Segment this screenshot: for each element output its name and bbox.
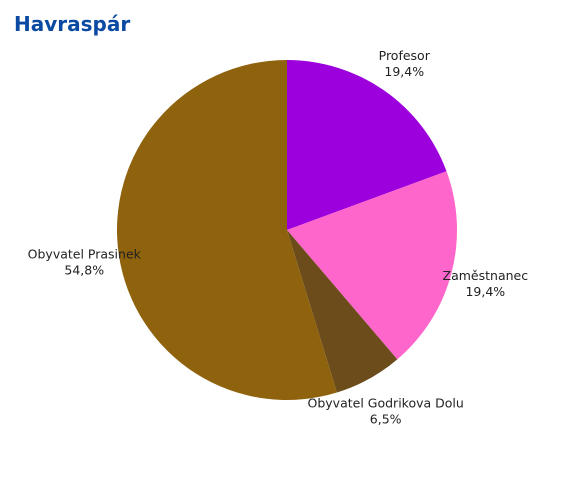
slice-label-obyvatel-godrikova-dolu: Obyvatel Godrikova Dolu xyxy=(308,396,464,411)
slice-value-obyvatel-prasinek: 54,8% xyxy=(64,262,104,277)
pie-slice-obyvatel-godrikova-dolu xyxy=(287,230,398,393)
pie-slice-obyvatel-prasinek xyxy=(116,60,337,400)
slice-value-profesor: 19,4% xyxy=(384,64,424,79)
slice-value-obyvatel-godrikova-dolu: 6,5% xyxy=(370,412,402,427)
chart-title: Havraspár xyxy=(14,12,131,36)
slice-label-obyvatel-prasinek: Obyvatel Prasinek xyxy=(28,246,142,261)
pie-slice-zamestnanec xyxy=(287,171,458,360)
slice-label-zamestnanec: Zaměstnanec xyxy=(443,268,529,283)
pie-slices xyxy=(116,60,458,400)
slice-label-profesor: Profesor xyxy=(379,48,431,63)
slice-value-zamestnanec: 19,4% xyxy=(465,284,505,299)
pie-slice-profesor xyxy=(287,60,447,230)
